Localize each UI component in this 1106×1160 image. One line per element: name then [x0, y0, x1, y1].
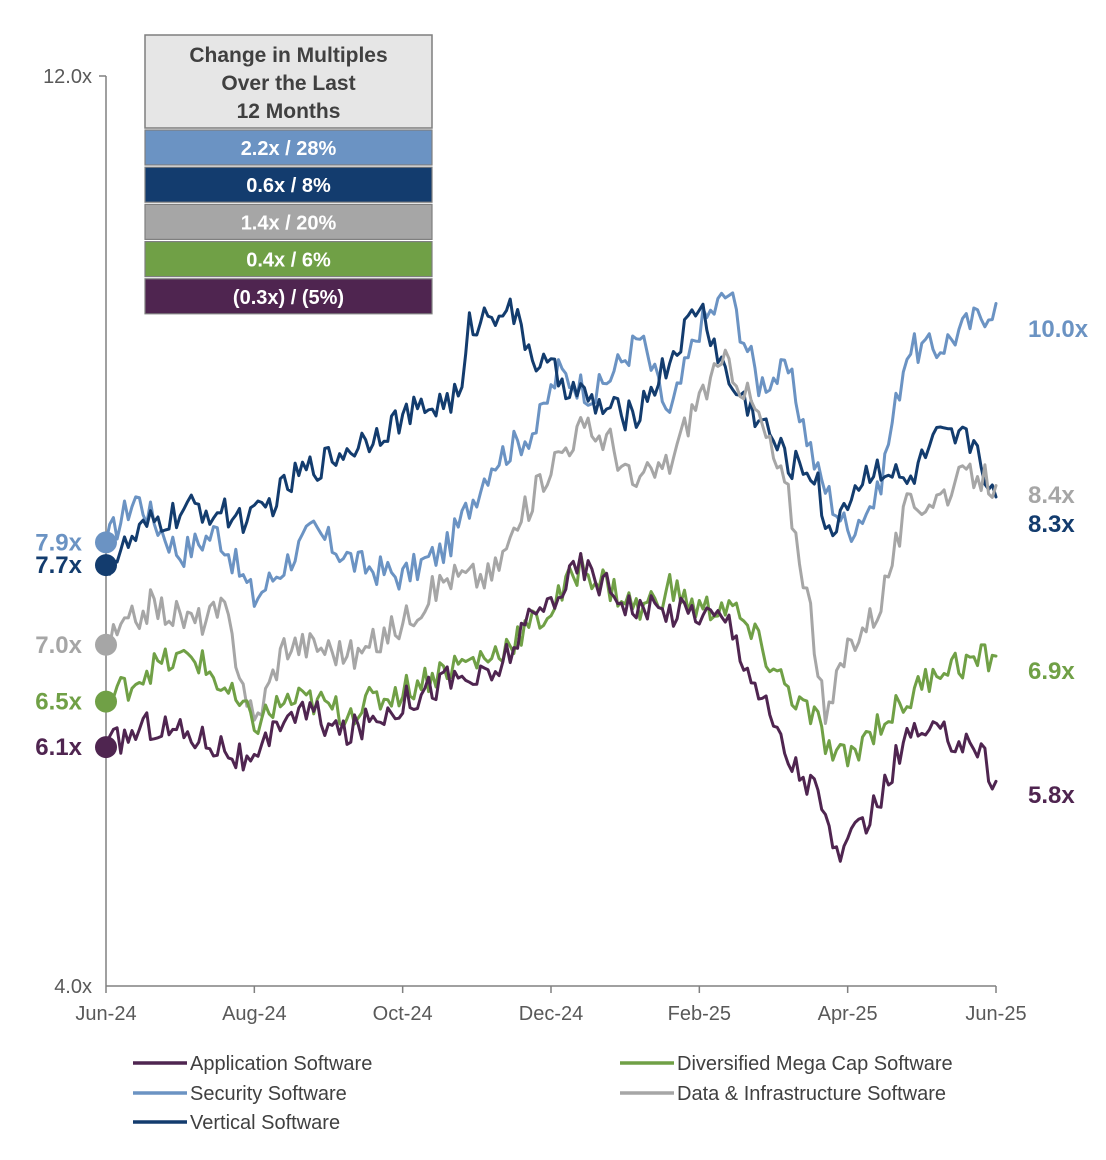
legend-label-mega_cap: Diversified Mega Cap Software [677, 1053, 953, 1075]
legend-label-data_infra: Data & Infrastructure Software [677, 1083, 946, 1105]
start-label-mega_cap: 6.5x [35, 689, 82, 716]
summary-box-title-line: 12 Months [237, 100, 341, 123]
summary-row-bg [144, 278, 433, 315]
x-tick-label: Dec-24 [519, 1003, 583, 1025]
end-label-application: 5.8x [1028, 782, 1075, 809]
summary-row-bg [144, 166, 433, 203]
x-tick-label: Jun-24 [75, 1003, 136, 1025]
x-tick-label: Jun-25 [965, 1003, 1026, 1025]
series-line-mega_cap [104, 552, 998, 768]
series-start-markers [95, 531, 117, 759]
summary-box-title-line: Over the Last [221, 72, 355, 95]
start-label-data_infra: 7.0x [35, 632, 82, 659]
series-line-application [104, 552, 998, 863]
start-marker-mega_cap [95, 690, 117, 713]
start-marker-application [95, 736, 117, 759]
legend-label-security: Security Software [190, 1083, 347, 1105]
y-tick-label-bottom: 4.0x [54, 976, 92, 998]
series-line-vertical [104, 297, 998, 576]
series-value-labels: 7.9x7.7x 7.0x 6.5x 6.1x 10.0x 8.3x8.4x 6.9x 5.8… [35, 316, 1088, 809]
summary-row-label: 1.4x / 20% [241, 212, 337, 234]
summary-row-label: 0.4x / 6% [246, 250, 331, 272]
end-label-vertical: 8.3x [1028, 511, 1075, 538]
y-tick-label-top: 12.0x [43, 66, 92, 88]
summary-row-bg [144, 241, 433, 278]
legend-label-application: Application Software [190, 1053, 372, 1075]
start-label-vertical: 7.7x [35, 552, 82, 579]
summary-row-bg [144, 203, 433, 240]
summary-box-title-line: Change in Multiples [189, 44, 387, 67]
x-tick-label: Oct-24 [373, 1003, 433, 1025]
start-marker-security [95, 531, 117, 554]
summary-row-bg [144, 129, 433, 166]
end-label-security: 10.0x [1028, 316, 1089, 343]
start-marker-data_infra [95, 633, 117, 656]
x-tick-label: Aug-24 [222, 1003, 287, 1025]
series-lines [104, 291, 998, 863]
x-tick-label: Apr-25 [818, 1003, 878, 1025]
start-marker-vertical [95, 554, 117, 577]
summary-box-header [144, 34, 433, 129]
summary-row-label: 0.6x / 8% [246, 175, 331, 197]
chart-legend: Application Software Diversified Mega Cap… [133, 1053, 953, 1134]
series-line-security [104, 291, 998, 608]
start-label-application: 6.1x [35, 734, 82, 761]
x-tick-label: Feb-25 [668, 1003, 731, 1025]
end-label-data_infra: 8.4x [1028, 482, 1075, 509]
legend-label-vertical: Vertical Software [190, 1112, 340, 1134]
summary-row-label: (0.3x) / (5%) [233, 287, 344, 309]
change-in-multiples-box: Change in Multiples Over the Last 12 Month… [144, 34, 433, 315]
series-line-data_infra [104, 348, 998, 725]
summary-row-label: 2.2x / 28% [241, 138, 337, 160]
x-axis-ticks: Jun-24 Aug-24 Oct-24 Dec-24 Feb-25 Apr-25 Jun-… [75, 986, 1027, 1025]
start-label-security: 7.9x [35, 529, 82, 556]
end-label-mega_cap: 6.9x [1028, 658, 1075, 685]
